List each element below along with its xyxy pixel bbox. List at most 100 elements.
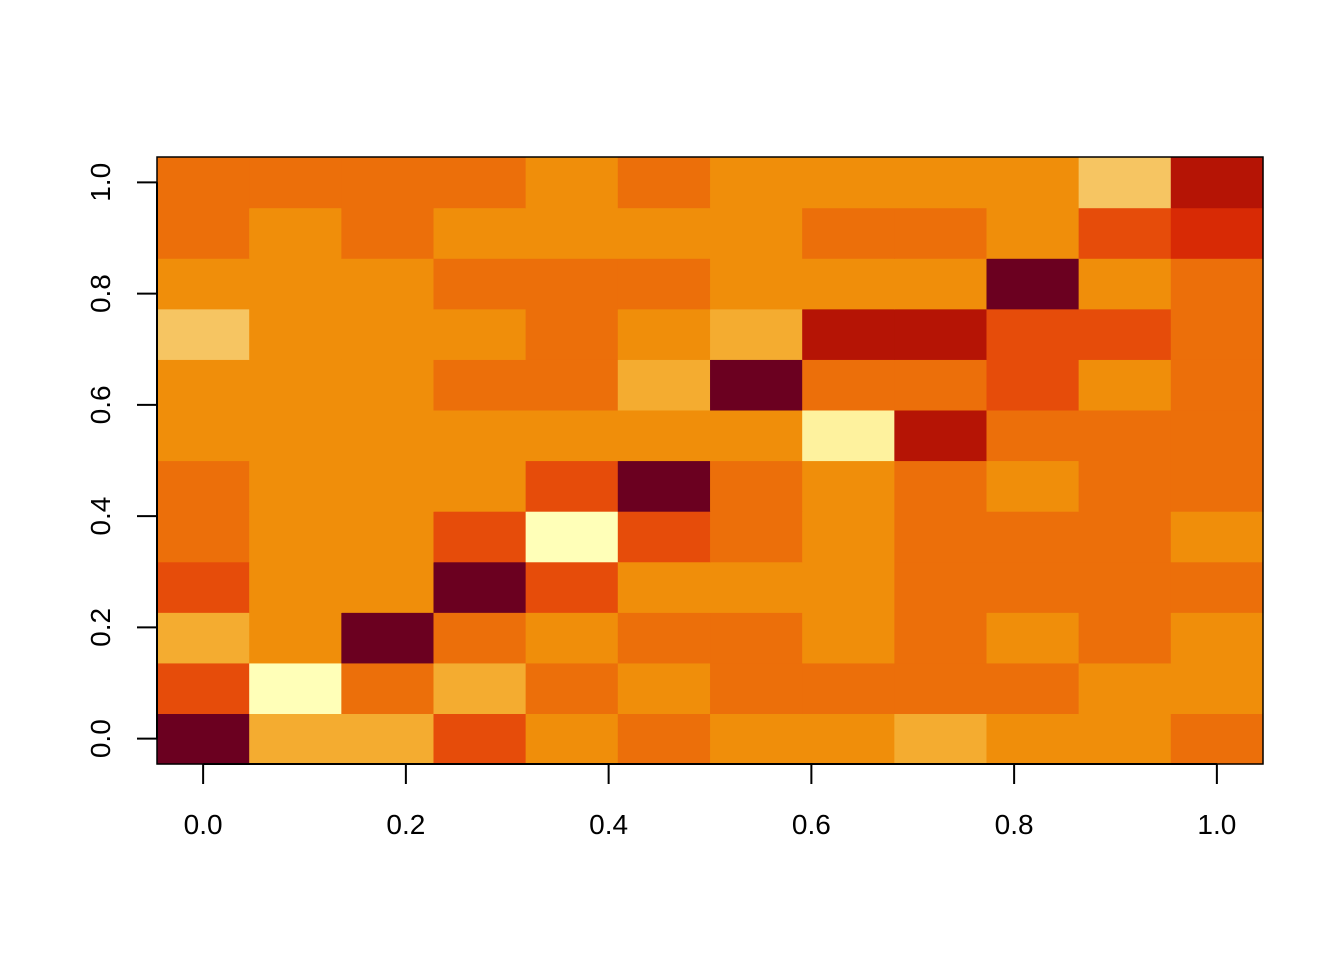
heatmap-cell <box>802 207 895 259</box>
heatmap-cell <box>802 157 895 209</box>
heatmap-cell <box>341 207 435 259</box>
heatmap-cell <box>986 713 1080 765</box>
x-tick-label: 0.4 <box>589 809 628 840</box>
heatmap-cell <box>1078 662 1172 715</box>
heatmap-cell <box>802 409 895 462</box>
heatmap-cell <box>710 157 803 209</box>
heatmap-cell <box>433 207 527 259</box>
y-axis: 0.0 0.2 0.4 0.6 0.8 1.0 <box>85 163 158 758</box>
heatmap-cell <box>617 561 711 613</box>
heatmap-cell <box>894 561 988 613</box>
heatmap-cell <box>433 612 527 664</box>
heatmap-cell <box>249 612 342 664</box>
y-tick-label: 1.0 <box>85 163 116 202</box>
heatmap-cell <box>525 662 619 715</box>
heatmap-cell <box>433 258 527 310</box>
heatmap-cell <box>1170 157 1264 209</box>
y-tick-label: 0.0 <box>85 719 116 758</box>
heatmap-cell <box>802 561 895 613</box>
heatmap-cell <box>802 460 895 512</box>
heatmap-cell <box>986 157 1080 209</box>
heatmap-cell <box>157 359 250 411</box>
heatmap-cell <box>341 157 435 209</box>
heatmap-cell <box>1170 460 1264 512</box>
heatmap-cell <box>617 359 711 411</box>
heatmap-cell <box>1078 308 1172 360</box>
heatmap-cell <box>157 409 250 462</box>
heatmap-cell <box>710 511 803 563</box>
heatmap-cell <box>157 308 250 360</box>
heatmap-cell <box>249 359 342 411</box>
heatmap-cell <box>986 308 1080 360</box>
heatmap-cell <box>525 359 619 411</box>
heatmap-cell <box>802 662 895 715</box>
heatmap-cell <box>341 460 435 512</box>
heatmap-cell <box>341 409 435 462</box>
heatmap-cell <box>986 612 1080 664</box>
heatmap-cell <box>617 258 711 310</box>
heatmap-cell <box>157 207 250 259</box>
heatmap-cell <box>1170 359 1264 411</box>
heatmap-cell <box>249 460 342 512</box>
heatmap-cell <box>617 409 711 462</box>
heatmap-cell <box>341 359 435 411</box>
heatmap-cell <box>710 308 803 360</box>
heatmap-cell <box>1078 207 1172 259</box>
heatmap-cell <box>249 308 342 360</box>
heatmap-cell <box>710 207 803 259</box>
heatmap-cell <box>894 460 988 512</box>
heatmap-cell <box>341 258 435 310</box>
heatmap-cell <box>1078 460 1172 512</box>
heatmap-cell <box>341 713 435 765</box>
heatmap-cell <box>157 612 250 664</box>
heatmap-cell <box>525 207 619 259</box>
y-tick-label: 0.2 <box>85 608 116 647</box>
heatmap-cell <box>1078 409 1172 462</box>
heatmap-cell <box>894 511 988 563</box>
heatmap-cell <box>249 511 342 563</box>
heatmap-cell <box>710 713 803 765</box>
heatmap-cell <box>157 460 250 512</box>
heatmap-cell <box>802 713 895 765</box>
heatmap-cell <box>1170 713 1264 765</box>
heatmap-cells <box>157 157 1264 765</box>
heatmap-cell <box>617 713 711 765</box>
heatmap-cell <box>986 561 1080 613</box>
heatmap-cell <box>157 157 250 209</box>
x-axis: 0.0 0.2 0.4 0.6 0.8 1.0 <box>184 763 1236 840</box>
heatmap-cell <box>1078 561 1172 613</box>
heatmap-cell <box>894 157 988 209</box>
heatmap-cell <box>894 207 988 259</box>
heatmap-cell <box>710 662 803 715</box>
heatmap-cell <box>249 409 342 462</box>
heatmap-cell <box>617 157 711 209</box>
heatmap-cell <box>617 460 711 512</box>
heatmap-cell <box>341 612 435 664</box>
heatmap-cell <box>525 460 619 512</box>
heatmap-cell <box>249 561 342 613</box>
heatmap-cell <box>433 409 527 462</box>
heatmap-cell <box>710 460 803 512</box>
heatmap-cell <box>802 359 895 411</box>
heatmap-cell <box>986 359 1080 411</box>
heatmap-cell <box>433 713 527 765</box>
heatmap-cell <box>341 308 435 360</box>
heatmap-cell <box>525 258 619 310</box>
heatmap-cell <box>802 612 895 664</box>
heatmap-cell <box>433 662 527 715</box>
heatmap-cell <box>894 713 988 765</box>
heatmap-cell <box>986 409 1080 462</box>
heatmap-cell <box>1170 207 1264 259</box>
heatmap-cell <box>802 258 895 310</box>
heatmap-cell <box>1170 409 1264 462</box>
heatmap-cell <box>894 359 988 411</box>
heatmap-cell <box>433 511 527 563</box>
heatmap-cell <box>617 662 711 715</box>
heatmap-cell <box>525 308 619 360</box>
heatmap-cell <box>525 561 619 613</box>
heatmap-cell <box>249 157 342 209</box>
heatmap-cell <box>433 460 527 512</box>
heatmap-cell <box>1078 713 1172 765</box>
heatmap-cell <box>894 308 988 360</box>
